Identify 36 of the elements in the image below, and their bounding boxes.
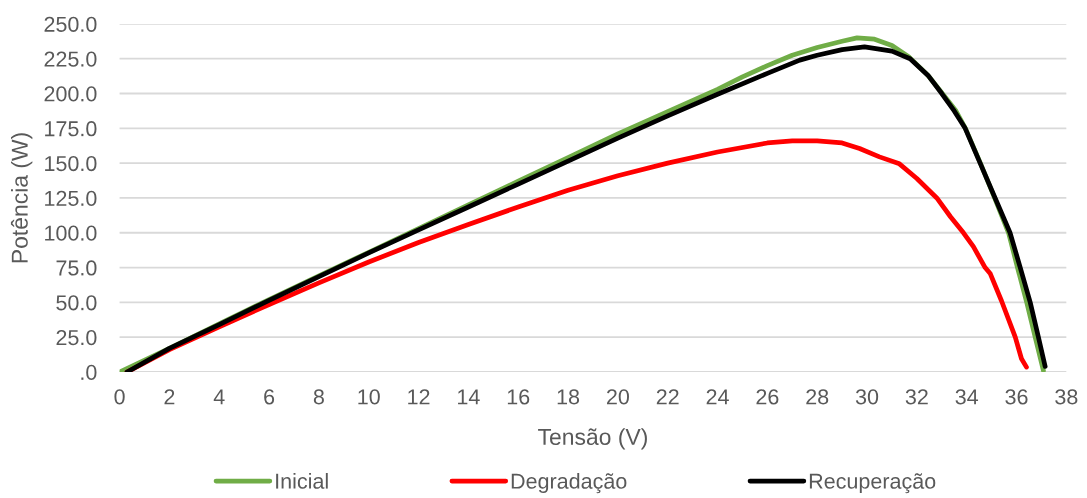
- x-tick-label: 0: [114, 389, 125, 405]
- x-tick-label: 20: [606, 389, 630, 405]
- y-tick-label: 125.0: [45, 190, 97, 206]
- x-tick-label: 38: [1055, 389, 1078, 405]
- x-tick-label: 26: [756, 389, 779, 405]
- x-tick-label: 10: [358, 389, 380, 405]
- legend-label: Inicial: [276, 472, 328, 489]
- y-tick-label: 200.0: [44, 86, 97, 102]
- x-tick-label: 16: [507, 389, 530, 405]
- x-tick-label: 28: [806, 389, 829, 405]
- x-tick-label: 24: [706, 389, 729, 405]
- x-axis-title: Tensão (V): [538, 428, 647, 450]
- x-tick-label: 6: [264, 389, 275, 405]
- x-tick-label: 36: [1005, 389, 1028, 405]
- y-tick-label: 175.0: [45, 121, 97, 137]
- x-tick-label: 30: [855, 389, 879, 405]
- y-tick-label: 225.0: [44, 51, 97, 67]
- x-tick-label: 2: [164, 389, 175, 405]
- y-axis-title: Potência (W): [10, 133, 33, 263]
- x-tick-label: 14: [458, 389, 480, 405]
- y-tick-label: 50.0: [56, 295, 97, 311]
- x-tick-label: 22: [656, 389, 679, 405]
- x-tick-label: 32: [905, 389, 928, 405]
- legend-label: Recuperação: [809, 473, 936, 494]
- y-tick-label: 75.0: [56, 260, 97, 276]
- legend-label: Degradação: [511, 472, 627, 494]
- y-tick-label: 25.0: [56, 329, 97, 346]
- x-tick-label: 34: [955, 389, 979, 405]
- x-tick-label: 18: [557, 389, 580, 405]
- y-tick-label: .0: [81, 364, 97, 381]
- y-tick-label: 250.0: [44, 16, 97, 32]
- y-tick-label: 100.0: [45, 225, 97, 241]
- x-tick-label: 8: [313, 389, 324, 405]
- y-tick-label: 150.0: [45, 155, 97, 172]
- x-tick-label: 4: [213, 389, 225, 405]
- x-tick-label: 12: [408, 389, 430, 405]
